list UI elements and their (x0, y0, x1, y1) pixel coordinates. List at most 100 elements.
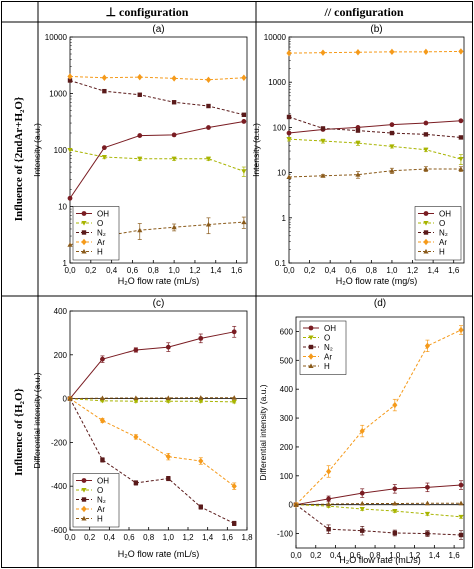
data-point (198, 504, 203, 510)
legend-label: O (439, 219, 445, 228)
data-point (241, 74, 247, 81)
y-tick-label: 10000 (45, 33, 68, 42)
data-point (67, 195, 73, 201)
legend-label: H (97, 248, 103, 257)
data-point (320, 173, 326, 178)
data-point (231, 329, 237, 335)
data-point (232, 521, 237, 526)
data-point (389, 122, 395, 128)
data-point (99, 395, 106, 401)
series-line (288, 168, 461, 178)
data-point (165, 453, 171, 460)
x-tick-label: 1,0 (169, 266, 181, 275)
series-h (67, 395, 237, 401)
x-tick-label: 1,6 (222, 533, 234, 542)
x-tick-label: 1,4 (429, 551, 441, 560)
legend-label: N₂ (97, 496, 106, 505)
data-point (198, 399, 204, 404)
data-point (360, 528, 365, 533)
legend-marker (308, 325, 314, 331)
plot-frame (69, 310, 248, 531)
row-header-ar-h2o: Influence of {2ndAr+H₂O} (13, 97, 25, 222)
data-point (458, 514, 464, 520)
plot-frame (295, 316, 465, 549)
data-point (171, 224, 177, 230)
y-tick-label: 100 (54, 146, 68, 155)
series-line (69, 398, 235, 487)
series-line (295, 504, 462, 518)
x-tick-label: 0,0 (283, 266, 295, 275)
series-oh (286, 118, 464, 136)
series-oh (67, 119, 247, 201)
data-point (165, 399, 171, 404)
x-tick-label: 1,0 (386, 266, 398, 275)
x-tick-label: 0,8 (148, 266, 160, 275)
data-point (458, 482, 464, 488)
data-point (198, 395, 204, 400)
legend-label: O (97, 486, 103, 495)
x-tick-label: 0,4 (330, 551, 342, 560)
data-point (389, 48, 395, 56)
y-tick-label: 200 (280, 443, 294, 452)
legend-box (72, 206, 120, 261)
data-point (241, 119, 247, 124)
x-tick-label: 1,2 (409, 551, 421, 560)
legend-marker (423, 221, 429, 226)
data-point (205, 76, 212, 83)
data-point (389, 144, 395, 149)
x-tick-label: 1,4 (202, 533, 214, 542)
x-tick-label: 1,2 (407, 266, 419, 275)
y-tick-label: 400 (54, 307, 68, 316)
data-point (423, 166, 429, 172)
data-point (205, 221, 212, 227)
series-line (69, 398, 235, 403)
data-point (286, 114, 292, 120)
series-line (69, 120, 244, 199)
series-line (288, 120, 461, 134)
data-point (102, 88, 107, 94)
x-tick-label: 0,6 (345, 266, 357, 275)
legend-label: Ar (97, 505, 105, 514)
legend-marker (81, 248, 87, 254)
legend-marker (423, 230, 429, 235)
legend-marker (308, 344, 314, 350)
series-h (286, 166, 464, 179)
series-line (69, 221, 244, 246)
y-tick-label: 400 (280, 385, 294, 394)
y-tick-label: 1 (63, 259, 68, 268)
data-point (67, 242, 73, 247)
data-point (137, 133, 143, 138)
y-tick-label: 1000 (49, 90, 67, 99)
data-point (137, 92, 142, 97)
series-line (69, 75, 244, 81)
series-line (69, 397, 235, 400)
series-oh (67, 325, 237, 401)
x-tick-label: 0,2 (304, 266, 316, 275)
x-tick-label: 0,0 (290, 551, 302, 560)
data-point (425, 531, 430, 536)
data-point (425, 484, 430, 490)
x-tick-label: 0,8 (369, 551, 381, 560)
x-tick-label: 0,4 (106, 266, 118, 275)
data-point (359, 500, 365, 506)
y-tick-label: 100 (273, 123, 287, 132)
data-point (320, 49, 326, 56)
x-tick-label: 1,0 (163, 533, 175, 542)
legend-label: Ar (324, 353, 332, 362)
data-point (198, 457, 204, 465)
x-tick-label: 1,4 (428, 266, 440, 275)
data-point (133, 433, 139, 441)
row-header-h2o: Influence of {H₂O} (13, 388, 25, 476)
data-point (171, 132, 177, 138)
data-point (101, 155, 107, 160)
x-tick-label: 0,2 (310, 551, 322, 560)
x-axis-label: H₂O flow rate (mg/s) (336, 276, 418, 286)
data-point (392, 486, 398, 492)
data-point (165, 344, 171, 350)
data-point (241, 169, 247, 174)
y-tick-label: 100 (280, 472, 294, 481)
data-point (133, 395, 139, 400)
y-tick-label: 10 (277, 169, 286, 178)
data-point (423, 132, 429, 137)
